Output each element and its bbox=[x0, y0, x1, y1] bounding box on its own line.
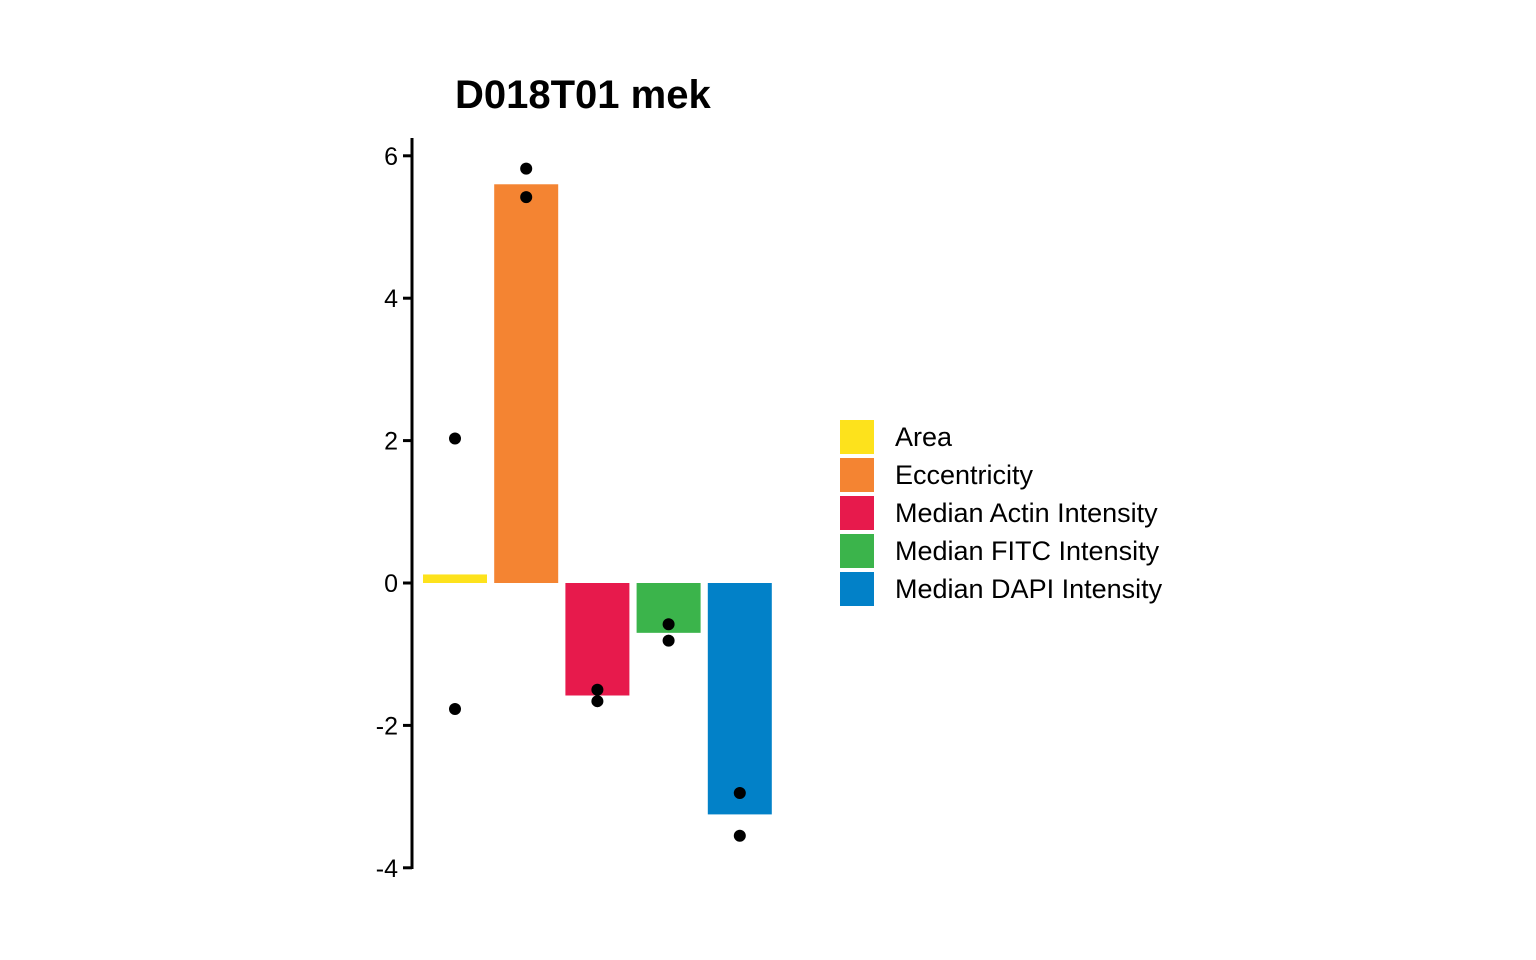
data-point-area-2 bbox=[449, 703, 461, 716]
data-point-eccentricity-1 bbox=[520, 162, 533, 175]
bars-layer bbox=[423, 184, 772, 815]
bar-median-dapi-intensity bbox=[707, 583, 772, 815]
data-point-median-fitc-intensity-1 bbox=[662, 618, 675, 631]
legend: Area Eccentricity Median Actin Intensity Me… bbox=[840, 420, 1163, 606]
y-tick-label: 0 bbox=[384, 570, 398, 598]
bar-eccentricity bbox=[494, 184, 559, 583]
y-tick-label: 4 bbox=[384, 285, 398, 313]
data-point-median-fitc-intensity-2 bbox=[662, 634, 675, 647]
data-point-median-actin-intensity-2 bbox=[591, 695, 604, 708]
legend-label-eccentricity: Eccentricity bbox=[895, 460, 1034, 490]
points-layer bbox=[449, 162, 746, 842]
y-tick-label: 6 bbox=[384, 143, 398, 171]
y-tick-label: 2 bbox=[384, 428, 398, 456]
legend-key-median-dapi-intensity bbox=[840, 572, 874, 606]
y-axis: -4 -2 0 2 4 6 bbox=[376, 138, 414, 883]
data-point-median-dapi-intensity-2 bbox=[733, 829, 746, 842]
legend-key-eccentricity bbox=[840, 458, 874, 492]
data-point-median-actin-intensity-1 bbox=[591, 683, 604, 696]
legend-label-median-dapi-intensity: Median DAPI Intensity bbox=[895, 574, 1163, 604]
legend-label-median-fitc-intensity: Median FITC Intensity bbox=[895, 536, 1160, 566]
legend-label-area: Area bbox=[895, 422, 953, 452]
bar-median-actin-intensity bbox=[565, 583, 630, 696]
chart-title: D018T01 mek bbox=[455, 73, 711, 117]
legend-key-median-fitc-intensity bbox=[840, 534, 874, 568]
legend-key-median-actin-intensity bbox=[840, 496, 874, 530]
legend-key-area bbox=[840, 420, 874, 454]
data-point-area-1 bbox=[449, 432, 461, 445]
bar-area bbox=[423, 574, 487, 583]
y-tick-label: -4 bbox=[376, 855, 398, 883]
legend-label-median-actin-intensity: Median Actin Intensity bbox=[895, 498, 1158, 528]
data-point-median-dapi-intensity-1 bbox=[733, 787, 746, 800]
data-point-eccentricity-2 bbox=[520, 191, 533, 204]
y-tick-label: -2 bbox=[376, 712, 398, 740]
